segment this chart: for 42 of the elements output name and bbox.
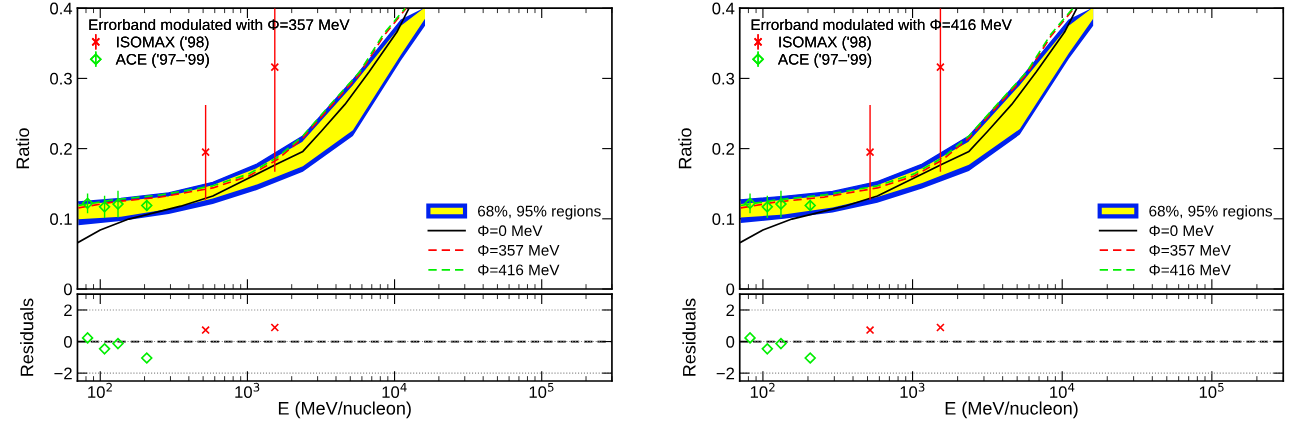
x-axis-title: E (MeV/nucleon) (945, 401, 1078, 419)
y-tick-label: 0 (63, 335, 72, 348)
x-tick-label: 10$^{2}$ (750, 382, 775, 398)
y-axis-title: Residuals (20, 298, 34, 376)
x-tick-label: 10$^{2}$ (88, 382, 112, 398)
legend-label: Φ=357 MeV (1149, 244, 1231, 256)
y-tick-label: 0.1 (50, 213, 72, 226)
x-tick-label: 10$^{4}$ (1050, 382, 1075, 399)
y-tick-label: 0.2 (712, 143, 735, 155)
x-tick-label: 10$^{3}$ (900, 382, 925, 398)
legend-label: 68%, 95% regions (478, 205, 601, 220)
y-tick-label: 0.4 (50, 2, 73, 15)
legend-label: Φ=0 MeV (478, 225, 543, 237)
x-tick-label: 10$^{5}$ (529, 382, 554, 399)
y-tick-label: 0 (63, 283, 72, 296)
y-tick-label: 0.4 (712, 2, 735, 15)
y-tick-label: 0 (726, 335, 735, 348)
y-tick-label: 0 (726, 283, 735, 296)
legend-label: Φ=416 MeV (1149, 264, 1231, 276)
legend-label: ACE ('97–'99) (115, 53, 209, 68)
legend-label: ISOMAX ('98) (117, 36, 209, 51)
x-tick-label: 10$^{3}$ (235, 382, 260, 398)
y-tick-label: 0.3 (712, 72, 735, 85)
legend-label: ACE ('97–'99) (777, 53, 872, 68)
y-tick-label: 2 (64, 304, 72, 317)
y-tick-label: 0.2 (50, 143, 72, 155)
x-tick-label: 10$^{5}$ (1199, 382, 1224, 399)
legend-label: Φ=357 MeV (478, 244, 560, 256)
legend-label: ISOMAX ('98) (779, 36, 871, 51)
y-tick-label: 0.3 (50, 72, 72, 85)
y-axis-title: Residuals (682, 298, 696, 376)
y-tick-label: −2 (54, 367, 72, 380)
y-tick-label: −2 (716, 367, 735, 380)
legend-label: Φ=416 MeV (478, 264, 560, 276)
x-tick-label: 10$^{4}$ (382, 382, 407, 399)
legend-label: 68%, 95% regions (1149, 205, 1273, 220)
y-axis-title: Ratio (15, 128, 30, 169)
x-axis-title: E (MeV/nucleon) (278, 401, 411, 419)
legend-label: Φ=0 MeV (1149, 225, 1214, 237)
y-tick-label: 0.1 (712, 213, 735, 226)
y-tick-label: 2 (726, 304, 735, 317)
y-axis-title: Ratio (678, 128, 692, 169)
